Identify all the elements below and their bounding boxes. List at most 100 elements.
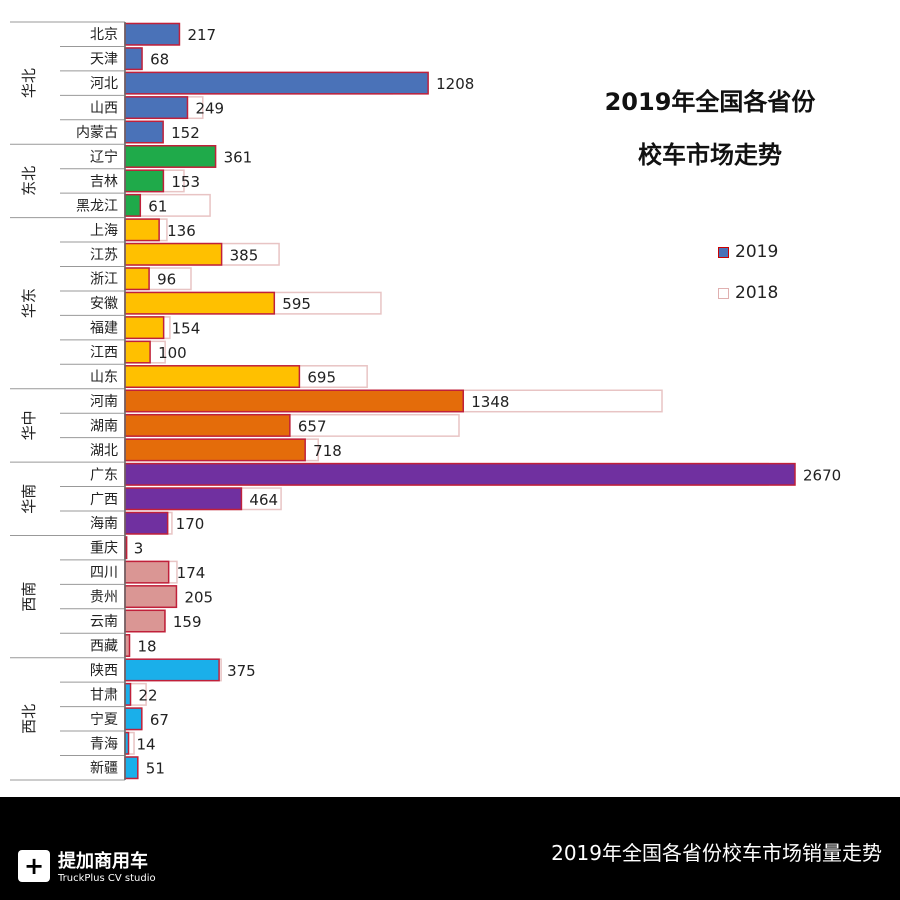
bar-2019	[124, 413, 291, 437]
bar-2019	[124, 169, 165, 193]
province-label: 甘肃	[90, 687, 118, 703]
province-label: 陕西	[90, 663, 118, 679]
province-label: 西藏	[90, 638, 118, 654]
province-label: 青海	[90, 736, 118, 752]
province-label: 福建	[90, 321, 118, 337]
data-label: 718	[313, 442, 342, 460]
data-label: 375	[227, 662, 256, 680]
province-label: 云南	[90, 614, 118, 630]
region-label: 华东	[20, 288, 38, 318]
data-label: 170	[176, 515, 205, 533]
region-label: 华南	[20, 484, 38, 514]
data-label: 464	[249, 491, 278, 509]
data-label: 2670	[803, 466, 841, 484]
bar-2019	[124, 242, 223, 266]
province-label: 天津	[90, 52, 118, 68]
chart-title-line1: 2019年全国各省份	[604, 88, 816, 116]
province-label: 辽宁	[90, 148, 118, 165]
bar-2019	[124, 120, 164, 144]
data-label: 1208	[436, 75, 474, 93]
province-label: 广东	[90, 467, 118, 483]
bar-2019	[124, 438, 306, 462]
data-label: 174	[177, 564, 206, 582]
bar-2019	[124, 218, 160, 242]
brand-subtitle: TruckPlus CV studio	[58, 873, 156, 884]
legend-label: 2018	[735, 283, 779, 303]
data-label: 595	[282, 295, 311, 313]
logo-icon: +	[18, 849, 50, 882]
province-label: 海南	[90, 516, 118, 532]
data-label: 3	[134, 540, 144, 558]
province-label: 黑龙江	[76, 198, 118, 214]
province-label: 浙江	[90, 272, 118, 288]
bar-2019	[124, 96, 189, 120]
data-label: 67	[150, 711, 169, 729]
data-label: 14	[137, 735, 156, 753]
bar-2019	[124, 511, 169, 535]
province-label: 河北	[90, 76, 118, 92]
bar-2019	[124, 609, 166, 633]
data-label: 96	[157, 271, 176, 289]
bar-2019	[124, 389, 465, 413]
data-label: 249	[195, 100, 224, 118]
province-label: 江西	[90, 345, 118, 361]
data-label: 68	[150, 51, 169, 69]
bar-2019	[124, 560, 170, 584]
bar-2019	[124, 291, 276, 315]
data-label: 159	[173, 613, 202, 631]
chart-title-line2: 校车市场走势	[638, 141, 782, 169]
province-label: 北京	[90, 27, 118, 43]
legend-swatch-2019	[718, 246, 729, 258]
bar-2019	[124, 707, 143, 731]
data-label: 153	[171, 173, 200, 191]
province-label: 上海	[90, 223, 118, 239]
legend-swatch-2018	[718, 287, 729, 299]
data-label: 695	[307, 369, 336, 387]
bar-2019	[124, 462, 796, 486]
data-label: 385	[230, 246, 259, 264]
bar-2019	[124, 340, 151, 364]
data-label: 51	[146, 760, 165, 778]
province-label: 山东	[90, 370, 118, 386]
province-label: 新疆	[90, 761, 118, 777]
legend-label: 2019	[735, 242, 779, 262]
data-label: 217	[187, 26, 216, 44]
bar-2019	[124, 22, 181, 46]
province-label: 内蒙古	[76, 125, 118, 141]
data-label: 657	[298, 417, 327, 435]
data-label: 136	[167, 222, 196, 240]
region-label: 西南	[20, 582, 38, 612]
province-label: 湖南	[90, 418, 118, 434]
province-label: 安徽	[90, 296, 118, 312]
province-label: 四川	[90, 565, 118, 581]
province-label: 重庆	[90, 541, 118, 557]
bar-2019	[124, 487, 243, 511]
bar-2019	[124, 316, 165, 340]
footer-caption: 2019年全国各省份校车市场销量走势	[551, 841, 882, 865]
data-label: 361	[224, 148, 253, 166]
province-label: 广西	[90, 492, 118, 508]
data-label: 18	[138, 637, 157, 655]
bar-2019	[124, 365, 301, 388]
data-label: 100	[158, 344, 187, 362]
bar-2019	[124, 658, 220, 682]
bar-2019	[124, 585, 178, 609]
data-label: 22	[139, 686, 158, 704]
region-label: 华北	[20, 68, 38, 98]
bar-2019	[124, 267, 150, 291]
province-label: 山西	[90, 101, 118, 117]
bar-2019	[124, 682, 132, 706]
province-label: 宁夏	[90, 711, 118, 728]
region-label: 西北	[20, 704, 38, 734]
bar-2019	[124, 71, 429, 95]
data-label: 205	[184, 589, 213, 607]
region-label: 华中	[20, 410, 38, 440]
bar-2019	[124, 47, 143, 71]
legend-2018: 2018	[718, 283, 778, 303]
province-label: 贵州	[90, 590, 118, 606]
data-label: 152	[171, 124, 200, 142]
bar-2019	[124, 756, 139, 780]
data-label: 61	[148, 197, 167, 215]
province-label: 河南	[90, 394, 118, 410]
